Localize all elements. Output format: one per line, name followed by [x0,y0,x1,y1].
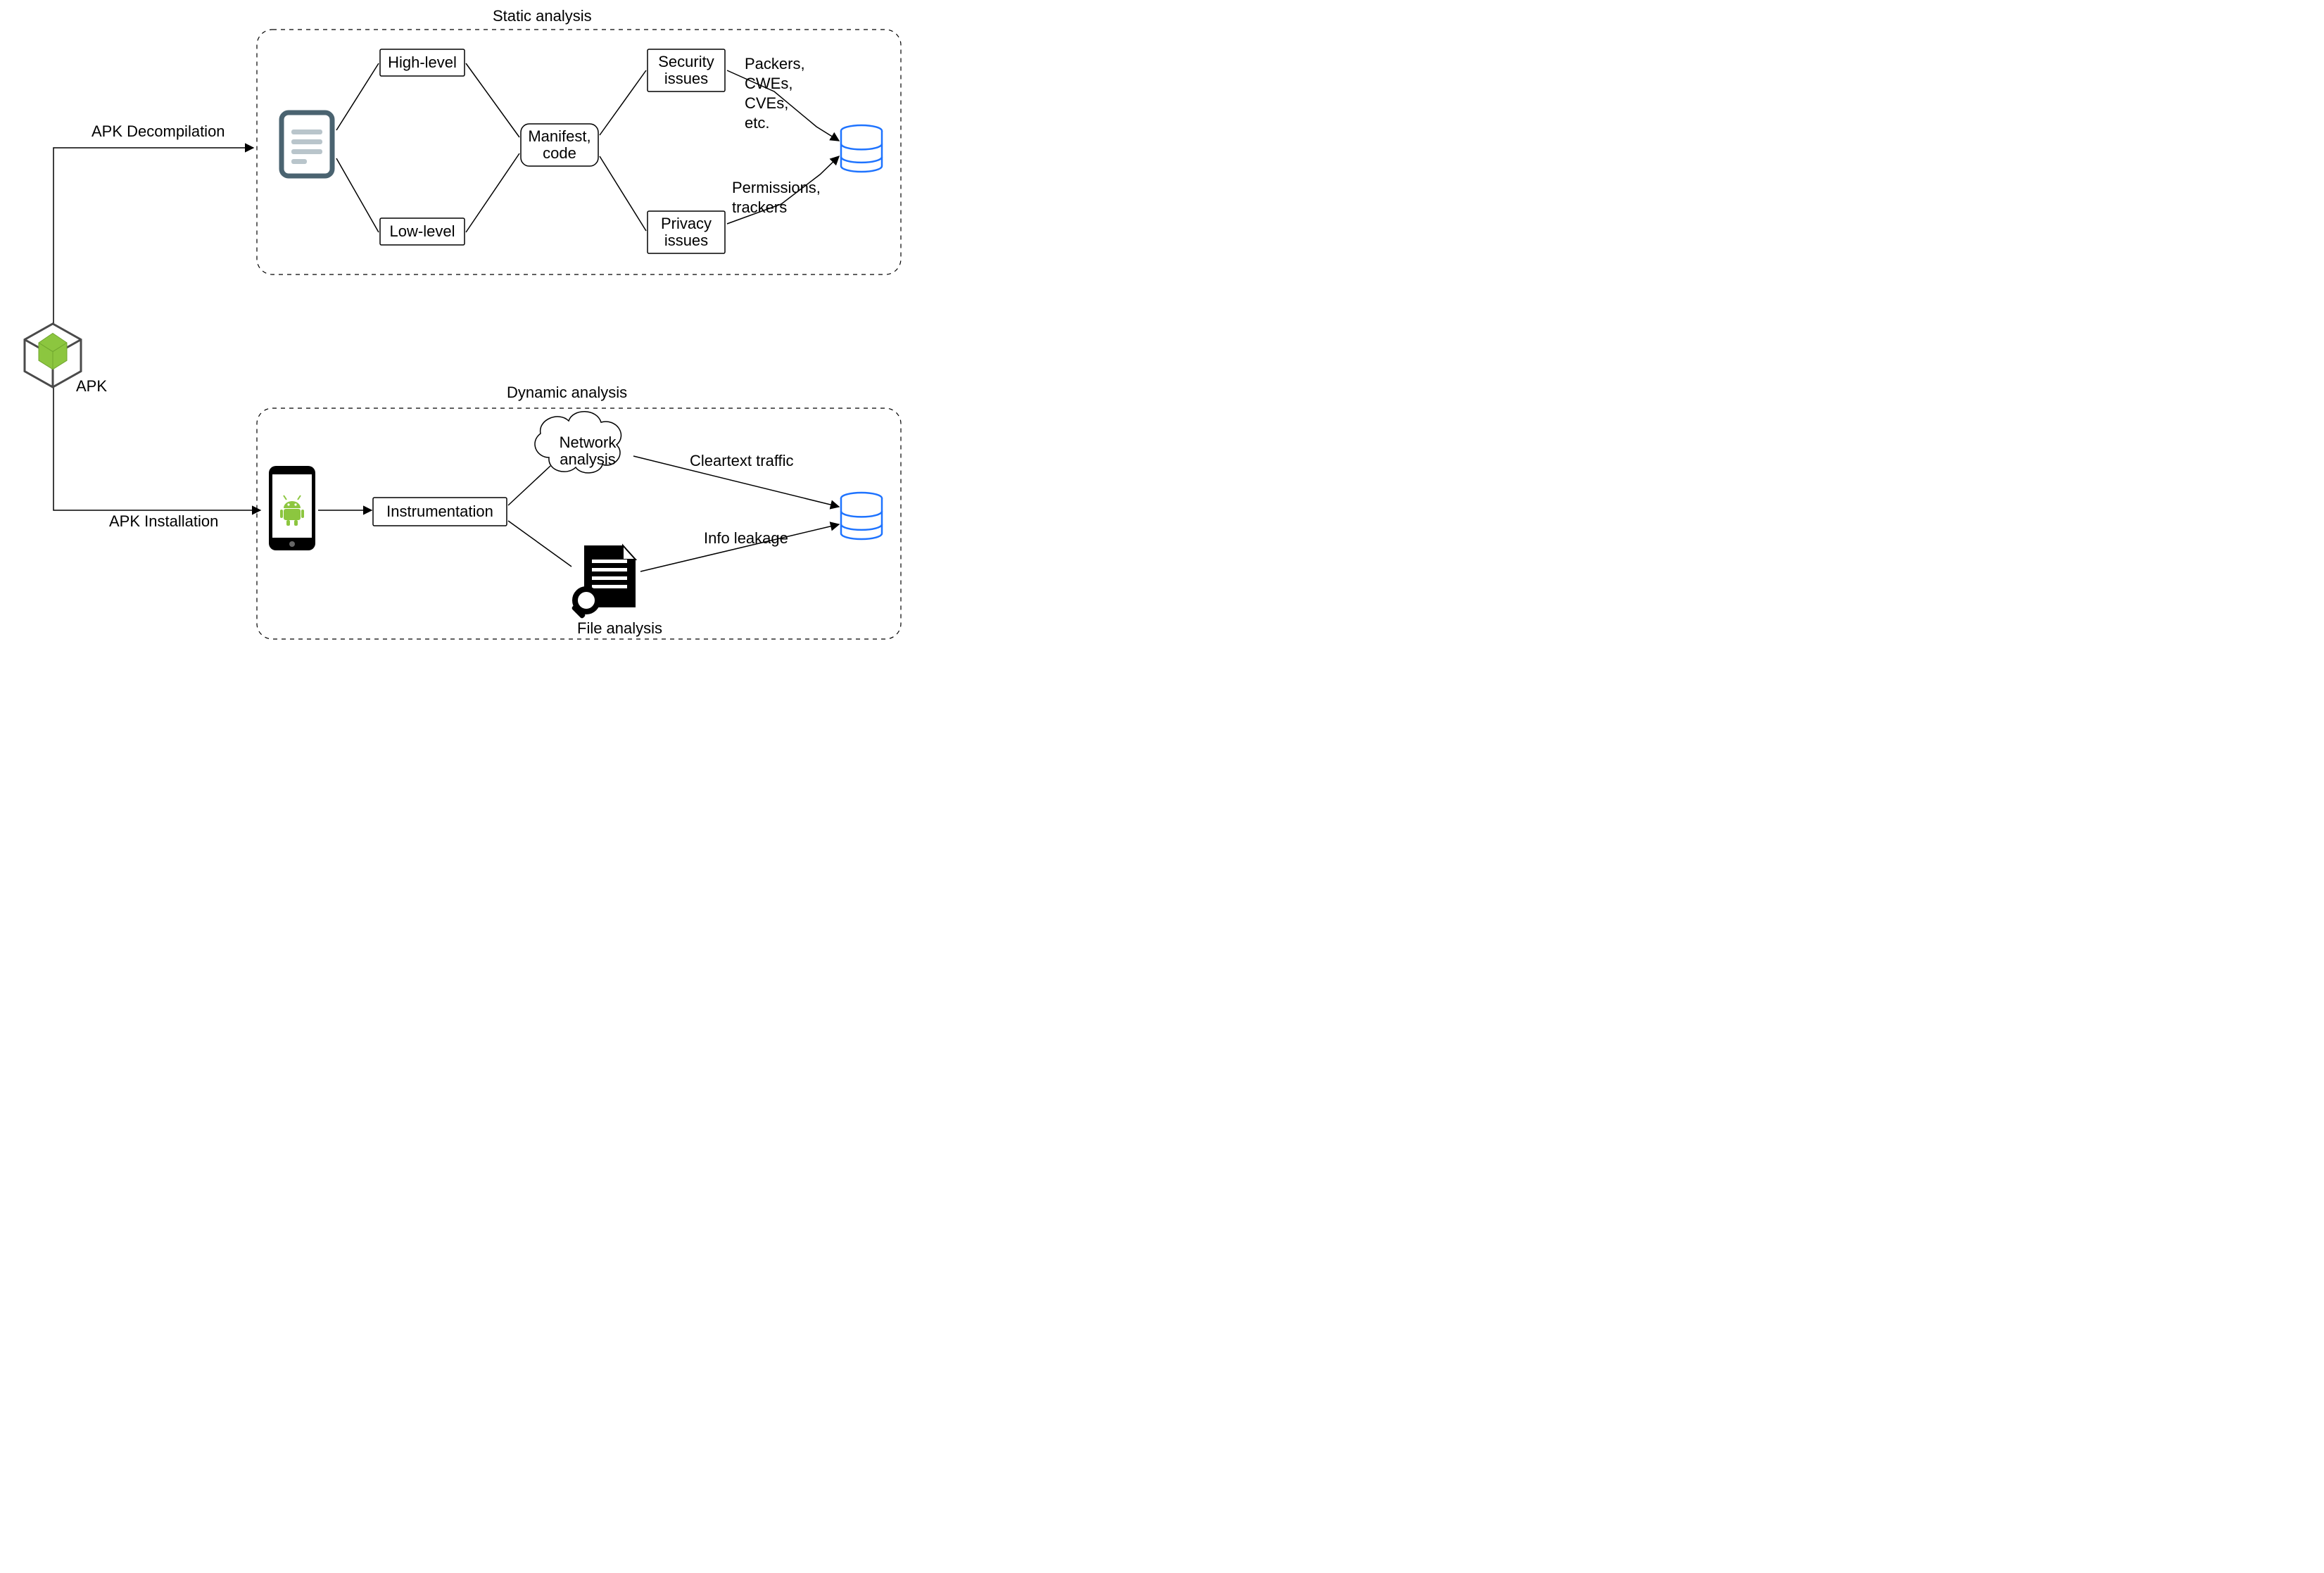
apk-label: APK [76,377,107,395]
edge-instr-to-file [508,521,571,567]
database-icon-static [841,125,882,172]
edge-instr-to-cloud [508,466,550,505]
permissions-label: trackers [732,198,787,216]
svg-text:Privacy: Privacy [661,215,712,232]
apk-decompilation-label: APK Decompilation [91,122,225,140]
svg-text:analysis: analysis [560,450,615,468]
document-icon [282,113,332,176]
dynamic-title: Dynamic analysis [507,384,627,401]
svg-text:issues: issues [664,70,708,87]
edge-apk-to-install [53,386,260,510]
svg-text:Instrumentation: Instrumentation [386,503,493,520]
infoleak-label: Info leakage [704,529,788,547]
edge-high-to-manifest [466,63,519,137]
svg-text:Manifest,: Manifest, [528,127,591,145]
svg-text:Security: Security [658,53,714,70]
svg-text:Low-level: Low-level [390,222,455,240]
packers-label: etc. [745,114,769,132]
apk-installation-label: APK Installation [109,512,218,530]
svg-text:High-level: High-level [388,53,457,71]
edge-low-to-manifest [466,153,519,232]
database-icon-dynamic [841,493,882,539]
svg-text:Network: Network [560,434,617,451]
svg-text:code: code [543,144,576,162]
permissions-label: Permissions, [732,179,821,196]
edge-doc-to-high [336,63,379,130]
phone-icon [269,466,315,550]
edge-manifest-to-sec [600,70,646,135]
edge-manifest-to-priv [600,156,646,231]
cleartext-label: Cleartext traffic [690,452,794,469]
edge-doc-to-low [336,158,379,232]
svg-text:issues: issues [664,232,708,249]
static-title: Static analysis [493,7,592,25]
packers-label: Packers, [745,55,805,72]
edge-apk-to-decomp [53,148,253,325]
file-analysis-label: File analysis [577,619,662,637]
apk-cube-icon [25,324,81,387]
file-analysis-icon [571,545,636,619]
packers-label: CVEs, [745,94,788,112]
